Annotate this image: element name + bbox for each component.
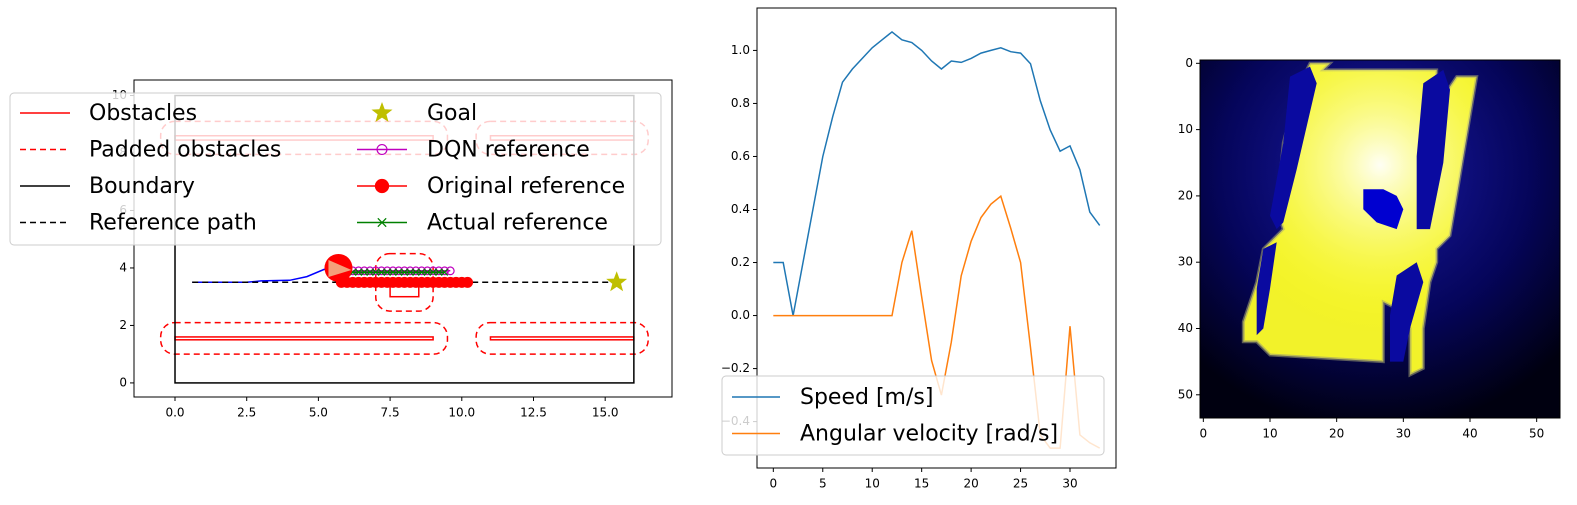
obstacle-region <box>1256 242 1277 336</box>
y-tick-label: 4 <box>119 260 127 274</box>
marker-x <box>423 268 432 276</box>
marker-x <box>400 268 409 276</box>
x-tick-label: 0.0 <box>165 406 184 420</box>
marker-x <box>389 268 397 276</box>
legend-frame <box>721 375 1105 456</box>
marker-x <box>360 268 368 276</box>
marker-x <box>366 268 374 276</box>
x-tick-label: 0 <box>769 477 777 491</box>
y-tick-label: 50 <box>1178 387 1193 401</box>
marker-x <box>412 268 420 276</box>
legend-label: Boundary <box>89 174 195 199</box>
x-tick-label: 10 <box>865 477 880 491</box>
y-tick-label: 0.0 <box>731 308 750 322</box>
x-tick-label: 10.0 <box>448 406 475 420</box>
legend-marker <box>377 217 387 228</box>
y-tick-label: 30 <box>1178 255 1193 269</box>
x-tick-label: 0 <box>1200 427 1208 441</box>
y-tick-label: 10 <box>1178 122 1193 136</box>
legend-marker <box>371 102 393 122</box>
x-tick-label: 7.5 <box>381 406 400 420</box>
x-tick-label: 20 <box>1329 427 1344 441</box>
legend-label: Actual reference <box>427 211 608 236</box>
robot-heading <box>328 259 352 277</box>
x-tick-label: 2.5 <box>237 406 256 420</box>
marker-star <box>606 271 628 292</box>
marker-x <box>383 268 391 276</box>
legend-label: Original reference <box>427 174 625 199</box>
y-tick-label: 20 <box>1178 188 1193 202</box>
x-tick-label: 40 <box>1462 427 1477 441</box>
y-tick-label: 0 <box>119 375 127 389</box>
trajectory <box>192 267 339 284</box>
axes-frame <box>756 7 1117 469</box>
box <box>159 321 449 355</box>
y-tick-label: 0 <box>1185 56 1193 70</box>
x-tick-label: 30 <box>1396 427 1411 441</box>
legend-label: Goal <box>427 101 477 126</box>
x-tick-label: 30 <box>1062 477 1077 491</box>
obstacle-region <box>1390 262 1424 362</box>
axes-frame <box>1199 59 1561 419</box>
x-tick-label: 10 <box>1262 427 1277 441</box>
marker-x <box>406 268 414 276</box>
box <box>475 321 649 355</box>
marker-x <box>435 268 443 276</box>
marker-x <box>440 268 449 276</box>
x-tick-label: 15.0 <box>592 406 619 420</box>
box <box>489 336 635 341</box>
x-tick-label: 20 <box>963 477 978 491</box>
marker-x <box>429 268 437 276</box>
image <box>1200 60 1560 418</box>
legend-label: Padded obstacles <box>89 138 281 163</box>
x-tick-label: 5 <box>819 477 827 491</box>
legend-label: Speed [m/s] <box>800 385 933 410</box>
x-tick-label: 15 <box>914 477 929 491</box>
marker-x <box>417 268 426 276</box>
x-tick-label: 12.5 <box>520 406 547 420</box>
legend-label: DQN reference <box>427 138 590 163</box>
marker-x <box>372 268 380 276</box>
y-tick-label: 0.4 <box>731 202 750 216</box>
y-tick-label: 1.0 <box>731 43 750 57</box>
legend-label: Obstacles <box>89 101 197 126</box>
marker-x <box>354 268 363 276</box>
marker-x <box>395 268 403 276</box>
obstacle-region <box>1363 189 1404 230</box>
legend-label: Angular velocity [rad/s] <box>800 422 1058 447</box>
marker-x <box>377 268 386 276</box>
y-tick-label: 40 <box>1178 321 1193 335</box>
y-tick-label: 2 <box>119 318 127 332</box>
legend-label: Reference path <box>89 211 257 236</box>
obstacle-region <box>1270 66 1317 230</box>
x-tick-label: 50 <box>1529 427 1544 441</box>
legend-marker <box>374 178 390 194</box>
box <box>174 336 434 341</box>
x-tick-label: 5.0 <box>309 406 328 420</box>
y-tick-label: 0.8 <box>731 96 750 110</box>
y-tick-label: −0.2 <box>721 361 750 375</box>
legend-marker <box>376 143 388 156</box>
legend-frame <box>9 92 662 246</box>
y-tick-label: 0.2 <box>731 255 750 269</box>
marker-dot <box>462 276 474 288</box>
obstacle-region <box>1416 69 1450 230</box>
y-tick-label: 0.6 <box>731 149 750 163</box>
x-tick-label: 25 <box>1013 477 1028 491</box>
series-line <box>773 30 1101 316</box>
